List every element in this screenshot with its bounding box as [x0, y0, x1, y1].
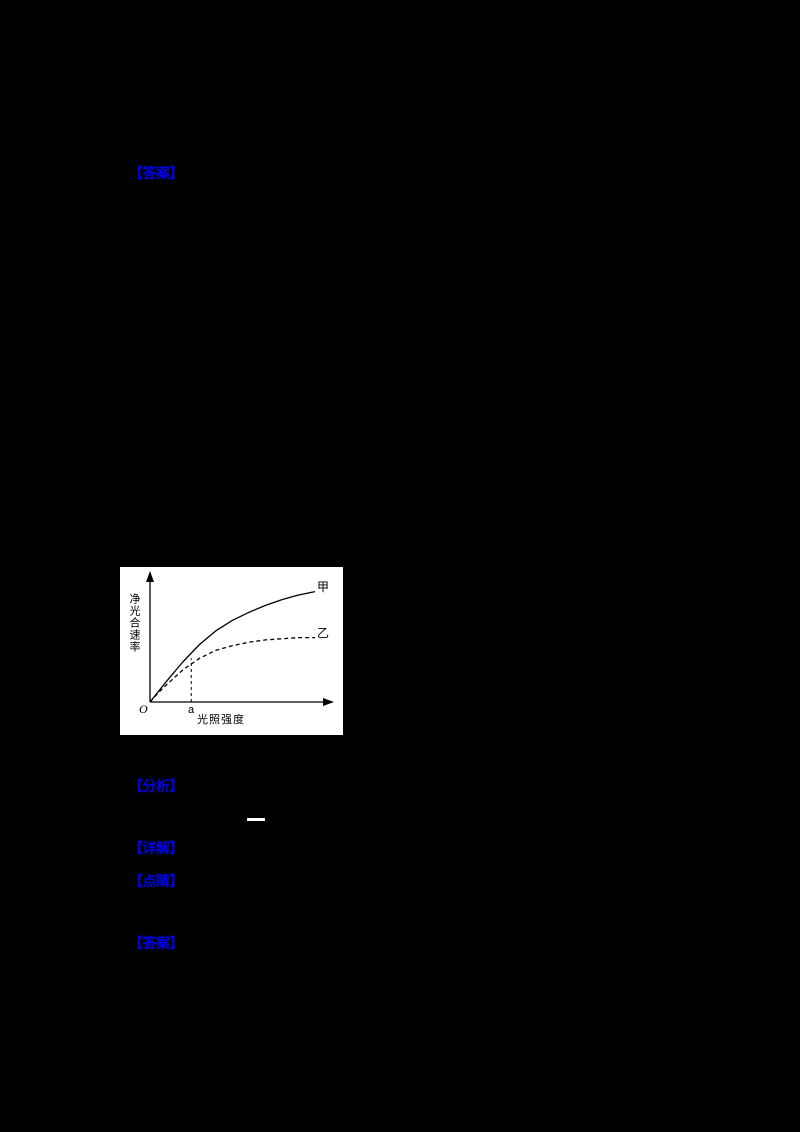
series-label-jia: 甲	[317, 580, 330, 594]
x-axis-arrow-icon	[323, 698, 334, 706]
chart-curves	[149, 590, 316, 703]
section-label-answer-2: 【答案】	[129, 935, 184, 951]
section-label-keypoint: 【点睛】	[129, 873, 184, 889]
answer-blank-line	[247, 818, 265, 821]
series-label-yi: 乙	[317, 626, 330, 640]
chart-canvas	[146, 571, 334, 706]
origin-label: O	[139, 702, 148, 716]
y-axis-arrow-icon	[146, 571, 154, 582]
photosynthesis-chart: 净光合速率 光照强度 O a 甲 乙	[120, 567, 343, 735]
section-label-answer: 【答案】	[129, 165, 184, 181]
y-axis-label: 净光合速率	[128, 593, 140, 653]
x-axis-label: 光照强度	[197, 714, 245, 726]
section-label-analysis: 【分析】	[129, 778, 184, 794]
section-label-detail: 【详解】	[129, 840, 184, 856]
x-tick-a: a	[188, 704, 195, 716]
